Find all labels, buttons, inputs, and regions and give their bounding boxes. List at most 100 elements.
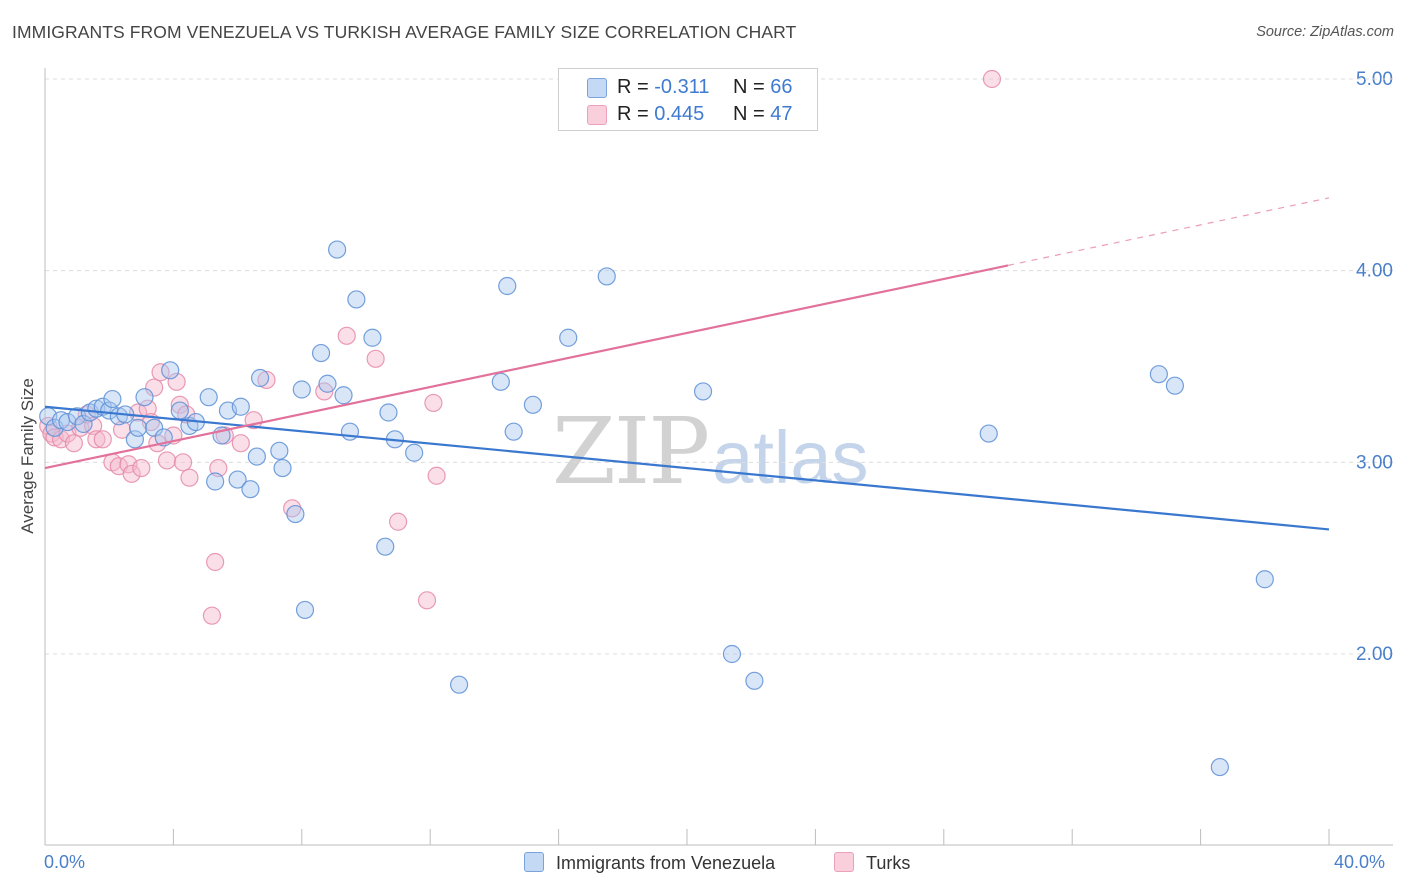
data-point-venezuela [449,675,469,694]
data-point-venezuela [347,290,366,309]
data-point-venezuela [58,412,77,432]
data-point-turks [132,458,151,478]
data-point-venezuela [1149,365,1168,384]
data-point-venezuela [722,644,742,664]
data-point-turks [180,468,199,487]
data-point-venezuela [295,600,315,620]
legend-n-value: 66 [770,76,793,98]
y-tick-label: 2.00 [1356,644,1393,665]
correlation-legend: R = -0.311 N = 66 R = 0.445 N = 47 [558,68,818,131]
watermark-zip: ZIP [552,398,710,505]
source-attribution: Source: ZipAtlas.com [1256,24,1394,40]
data-point-turks [145,378,164,397]
data-point-venezuela [231,397,250,416]
legend-swatch-pink [834,852,854,872]
legend-item-turks: Turks [834,852,910,874]
data-point-turks [206,552,225,572]
data-point-venezuela [318,374,337,393]
data-point-venezuela [103,389,122,409]
data-point-venezuela [559,328,578,347]
y-tick-label: 3.00 [1356,452,1393,473]
data-point-venezuela [311,343,331,363]
data-point-turks [112,420,132,439]
data-point-venezuela [250,368,270,388]
trendline-venezuela [44,405,1330,531]
legend-r-value: -0.311 [654,76,710,98]
y-axis-label: Average Family Size [18,378,37,534]
data-point-turks [417,591,437,610]
data-point-venezuela [1165,376,1185,395]
data-point-venezuela [363,328,382,347]
data-point-turks [231,434,250,453]
watermark: ZIPatlas [552,398,868,505]
legend-r-label: R = [617,103,655,125]
data-point-turks [209,458,228,478]
data-point-turks [173,453,193,472]
data-point-turks [982,69,1002,89]
data-point-turks [283,499,302,518]
data-point-venezuela [247,447,266,466]
data-point-venezuela [523,395,543,414]
data-point-venezuela [379,403,398,422]
x-tick-label-min: 0.0% [44,852,86,872]
legend-n-label: N = [733,103,771,125]
data-point-venezuela [1210,757,1229,777]
data-point-venezuela [334,386,353,405]
legend-swatch-blue [587,78,607,98]
legend-swatch-blue [524,852,544,872]
data-point-venezuela [405,443,424,462]
data-point-venezuela [340,422,360,441]
data-point-venezuela [74,414,93,434]
legend-r-value: 0.445 [654,103,705,125]
data-point-turks [87,430,106,449]
data-point-turks [122,464,141,483]
data-point-venezuela [228,470,247,489]
legend-n-value: 47 [770,103,793,125]
data-point-turks [337,326,356,345]
data-point-turks [366,349,385,368]
data-point-venezuela [241,480,260,499]
data-point-venezuela [109,407,128,426]
data-point-venezuela [135,388,154,407]
chart-title: IMMIGRANTS FROM VENEZUELA VS TURKISH AVE… [12,22,797,42]
data-point-venezuela [170,401,189,420]
y-tick-label: 4.00 [1356,261,1393,282]
data-point-turks [93,430,112,449]
legend-r-label: R = [617,76,655,98]
data-point-venezuela [128,418,148,437]
data-point-venezuela [491,372,510,391]
data-point-turks [202,606,222,625]
data-point-venezuela [597,267,616,286]
data-point-turks [389,512,408,531]
data-point-venezuela [161,361,180,380]
legend-swatch-pink [587,105,607,125]
legend-label-venezuela: Immigrants from Venezuela [556,853,776,873]
legend-label-turks: Turks [866,853,911,873]
data-point-venezuela [693,382,713,401]
data-point-turks [257,370,276,390]
data-point-turks [167,372,186,391]
data-point-venezuela [292,380,311,399]
data-point-venezuela [286,504,305,524]
data-point-venezuela [979,424,998,443]
data-point-venezuela [504,422,523,441]
data-point-venezuela [145,418,164,437]
data-point-venezuela [199,388,218,407]
trendline-turks [44,264,1009,470]
data-point-venezuela [206,472,225,491]
watermark-atlas: atlas [712,416,869,499]
data-point-venezuela [745,671,764,690]
data-point-venezuela [376,537,395,556]
x-tick-label-max: 40.0% [1334,852,1386,872]
data-point-venezuela [270,441,289,460]
data-point-turks [64,434,83,453]
data-point-turks [170,395,189,414]
data-point-turks [157,451,177,470]
legend-item-venezuela: Immigrants from Venezuela [524,852,775,874]
data-point-turks [424,393,443,413]
data-point-venezuela [328,240,347,259]
legend-n-label: N = [733,76,771,98]
trendline-turks-extension [1007,197,1330,266]
data-point-venezuela [125,430,144,449]
